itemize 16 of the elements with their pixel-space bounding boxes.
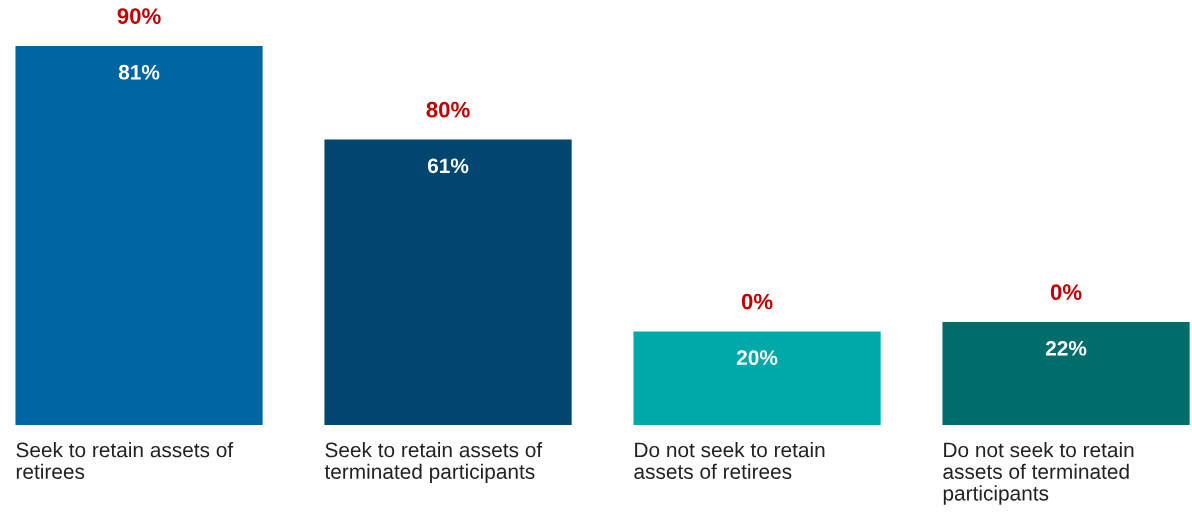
data-label: 81%	[118, 64, 160, 80]
annotation: 90%	[117, 8, 161, 24]
bar	[633, 331, 881, 425]
bar	[324, 139, 572, 425]
x-tick-label: Seek to retain assets of terminated participants	[324, 442, 543, 484]
x-tick-label: Do not seek to retain assets of retirees	[634, 442, 825, 479]
annotation: 0%	[741, 293, 773, 310]
x-tick-label: Do not seek to retain assets of terminated participants	[943, 442, 1134, 505]
bar	[15, 46, 263, 425]
x-tick-label: Seek to retain assets of retirees	[16, 442, 234, 479]
bar	[942, 322, 1190, 425]
data-label: 22%	[1045, 340, 1087, 356]
annotation: 0%	[1050, 284, 1082, 301]
annotation: 80%	[426, 101, 470, 118]
data-label: 61%	[427, 158, 469, 174]
data-label: 20%	[736, 350, 778, 366]
